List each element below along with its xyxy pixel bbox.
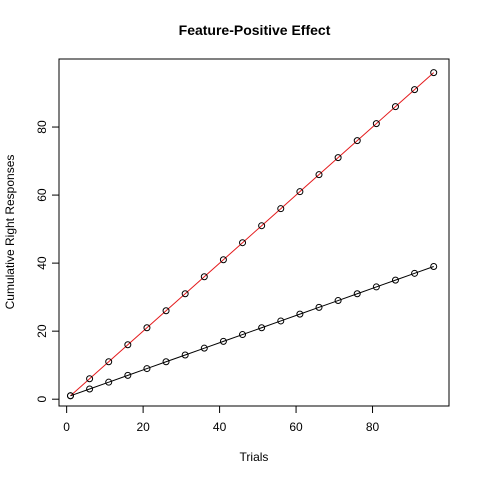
data-point [66,392,74,400]
data-point [315,303,323,311]
data-point [372,283,380,291]
data-point [239,331,247,339]
x-tick-label: 40 [213,420,227,434]
series-2 [66,263,438,400]
data-point [391,276,399,284]
data-point [296,310,304,318]
data-point [86,375,94,383]
data-point [353,290,361,298]
data-point [219,337,227,345]
data-point [372,120,380,128]
data-point [430,263,438,271]
data-point [391,103,399,111]
data-point [258,222,266,230]
data-point [296,188,304,196]
y-tick-label: 20 [35,324,49,338]
data-point [315,171,323,179]
data-point [86,385,94,393]
data-point [105,378,113,386]
data-point [334,154,342,162]
chart-title: Feature-Positive Effect [179,22,331,38]
data-point [200,273,208,281]
x-axis-label: Trials [240,450,269,464]
data-point [277,317,285,325]
data-point [353,137,361,145]
data-point [181,290,189,298]
x-tick-label: 20 [136,420,150,434]
data-point [411,86,419,94]
data-point [143,365,151,373]
data-point [277,205,285,213]
series-1 [66,69,438,400]
data-point [430,69,438,77]
data-point [124,341,132,349]
series-layer [66,69,438,400]
data-point [239,239,247,247]
data-point [124,371,132,379]
data-point [162,358,170,366]
x-axis: 0 20 40 60 80 [63,405,380,434]
y-axis-label: Cumulative Right Responses [3,155,17,310]
x-tick-label: 60 [289,420,303,434]
y-tick-label: 0 [35,396,49,403]
data-point [105,358,113,366]
y-tick-label: 80 [35,120,49,134]
data-point [200,344,208,352]
data-point [258,324,266,332]
data-point [219,256,227,264]
x-tick-label: 0 [63,420,70,434]
data-point [162,307,170,315]
data-point [181,351,189,359]
data-point [143,324,151,332]
data-point [334,297,342,305]
y-tick-label: 40 [35,256,49,270]
y-tick-label: 60 [35,188,49,202]
data-point [411,269,419,277]
y-axis: 0 20 40 60 80 [35,120,60,403]
series-line [70,72,435,397]
x-tick-label: 80 [366,420,380,434]
